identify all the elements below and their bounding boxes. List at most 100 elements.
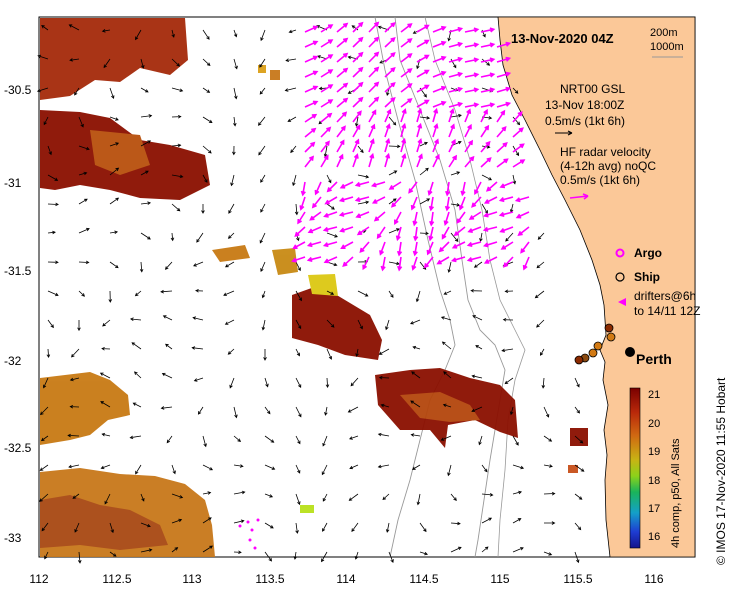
model-arrow <box>101 432 111 437</box>
model-arrow <box>233 116 237 127</box>
radar-arrow <box>396 241 403 257</box>
model-arrow <box>69 377 80 382</box>
radar-arrow <box>432 55 447 63</box>
model-arrow <box>260 174 266 183</box>
model-arrow <box>450 521 461 526</box>
model-arrow <box>574 551 580 564</box>
model-arrow <box>164 261 173 270</box>
model-arrow <box>140 548 153 553</box>
model-arrow <box>233 519 245 524</box>
model-arrow <box>512 518 522 524</box>
model-arrow <box>39 464 49 471</box>
radar-arrow <box>432 100 447 108</box>
model-arrow <box>264 493 274 498</box>
radar-arrow <box>304 113 318 123</box>
radar-arrow <box>368 96 380 108</box>
model-arrow <box>201 204 205 214</box>
model-arrow <box>233 58 238 70</box>
radar-arrow <box>482 226 498 232</box>
radar-arrow <box>384 108 392 123</box>
model-arrow <box>47 145 52 156</box>
model-arrow <box>543 406 550 418</box>
radar-arrow <box>448 56 464 63</box>
model-arrow <box>355 348 359 358</box>
radar-arrow <box>480 140 491 153</box>
model-arrow <box>419 167 429 176</box>
model-arrow <box>473 261 483 268</box>
model-arrow <box>140 201 152 205</box>
model-arrow <box>72 493 80 499</box>
radar-arrow <box>416 107 423 123</box>
model-arrow <box>109 522 114 534</box>
model-arrow <box>481 546 489 553</box>
radar-arrow <box>323 256 338 264</box>
model-arrow <box>43 116 49 126</box>
radar-arrow <box>480 57 496 63</box>
model-arrow <box>102 319 111 327</box>
radar-arrow <box>400 108 407 123</box>
radar-arrow <box>432 107 439 123</box>
model-arrow <box>348 493 359 501</box>
model-arrow <box>193 377 204 382</box>
legend-radar-line1: HF radar velocity <box>560 145 651 159</box>
radar-arrow <box>320 69 334 78</box>
model-arrow <box>40 435 49 442</box>
x-tick-label: 116 <box>644 572 664 586</box>
legend-radar-line2: (4-12h avg) noQC <box>560 159 657 173</box>
legend-argo-label: Argo <box>634 246 662 260</box>
model-arrow <box>109 116 119 121</box>
model-velocity-arrows <box>36 24 585 564</box>
model-arrow <box>171 174 184 179</box>
model-arrow <box>40 406 49 416</box>
legend-ship-label: Ship <box>634 270 660 284</box>
model-arrow <box>512 435 519 446</box>
model-arrow <box>195 289 204 293</box>
model-arrow <box>229 377 235 389</box>
model-arrow <box>261 290 266 299</box>
model-arrow <box>504 377 514 385</box>
model-arrow <box>505 232 514 242</box>
model-arrow <box>261 319 266 331</box>
radar-arrow <box>370 181 386 188</box>
radar-arrow <box>458 196 466 211</box>
model-arrow <box>257 116 266 126</box>
y-tick-label: -32 <box>4 354 22 368</box>
radar-arrow <box>499 226 514 233</box>
model-arrow <box>295 261 301 272</box>
radar-arrow <box>304 25 319 33</box>
radar-arrow <box>474 181 482 195</box>
model-arrow <box>166 435 173 444</box>
perth-marker <box>625 347 635 357</box>
radar-arrow <box>416 99 430 108</box>
radar-arrow <box>384 152 391 168</box>
radar-arrow <box>428 226 434 242</box>
model-arrow <box>171 29 175 38</box>
radar-arrow <box>512 143 525 153</box>
radar-arrow <box>423 256 434 269</box>
radar-arrow <box>400 122 407 138</box>
radar-arrow <box>448 154 458 168</box>
model-arrow <box>574 493 583 500</box>
model-arrow <box>450 493 457 502</box>
model-arrow <box>322 435 328 447</box>
model-arrow <box>349 464 359 470</box>
drifter-dot <box>574 355 584 365</box>
radar-arrow <box>448 108 455 123</box>
model-arrow <box>322 522 328 532</box>
model-arrow <box>233 406 238 419</box>
model-arrow <box>69 404 80 409</box>
model-arrow <box>109 261 119 269</box>
radar-arrow <box>373 211 386 222</box>
radar-arrow <box>416 39 430 48</box>
land-mass <box>497 16 696 558</box>
radar-arrow <box>512 159 526 168</box>
radar-arrow <box>498 211 514 217</box>
model-arrow <box>357 319 363 330</box>
radar-arrow <box>444 196 451 212</box>
radar-arrow <box>468 211 482 220</box>
model-arrow <box>412 345 421 350</box>
model-arrow <box>470 288 483 293</box>
model-arrow <box>536 319 545 328</box>
radar-arrow <box>400 137 407 153</box>
